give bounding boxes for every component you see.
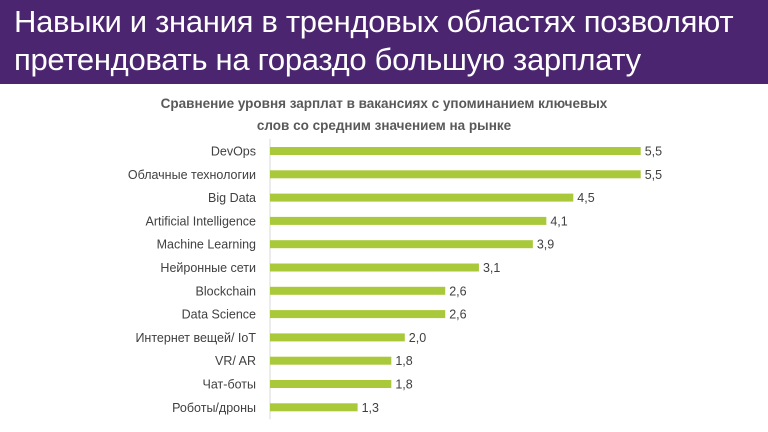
bar [270,310,446,319]
slide-title-line1: Навыки и знания в трендовых областях поз… [14,4,734,39]
bar [270,170,641,179]
value-label: 5,5 [645,145,662,159]
slide-title-line2: претендовать на гораздо большую зарплату [14,42,641,77]
category-label: Artificial Intelligence [146,214,257,228]
value-label: 3,9 [537,238,554,252]
category-label: Нейронные сети [160,261,256,275]
value-label: 4,1 [550,214,567,228]
category-label: Blockchain [196,284,256,298]
bar [270,286,446,295]
bar [270,356,392,365]
category-label: Data Science [182,308,256,322]
chart-title-line2: слов со средним значением на рынке [256,118,512,133]
value-label: 4,5 [577,191,594,205]
bar [270,240,533,249]
category-label: Интернет вещей/ IoT [135,331,256,345]
bar [270,403,358,412]
bar [270,380,392,388]
bar [270,263,479,272]
bar [270,333,405,342]
category-label: Роботы/дроны [172,401,256,415]
value-label: 1,8 [395,354,412,368]
bar [270,147,641,155]
value-label: 2,6 [449,308,466,322]
category-label: Облачные технологии [128,168,256,182]
bar [270,193,574,202]
value-label: 2,0 [409,331,426,345]
chart-title-line1: Сравнение уровня зарплат в вакансиях с у… [160,96,608,111]
category-label: Чат-боты [203,378,256,392]
value-label: 1,8 [395,378,412,392]
value-label: 1,3 [362,401,379,415]
category-label: DevOps [211,145,256,159]
category-label: Machine Learning [157,238,256,252]
category-label: Big Data [208,191,256,205]
value-label: 3,1 [483,261,500,275]
category-label: VR/ AR [215,354,256,368]
value-label: 2,6 [449,284,466,298]
value-label: 5,5 [645,168,662,182]
slide-header: Навыки и знания в трендовых областях поз… [0,0,768,84]
bar [270,216,547,225]
